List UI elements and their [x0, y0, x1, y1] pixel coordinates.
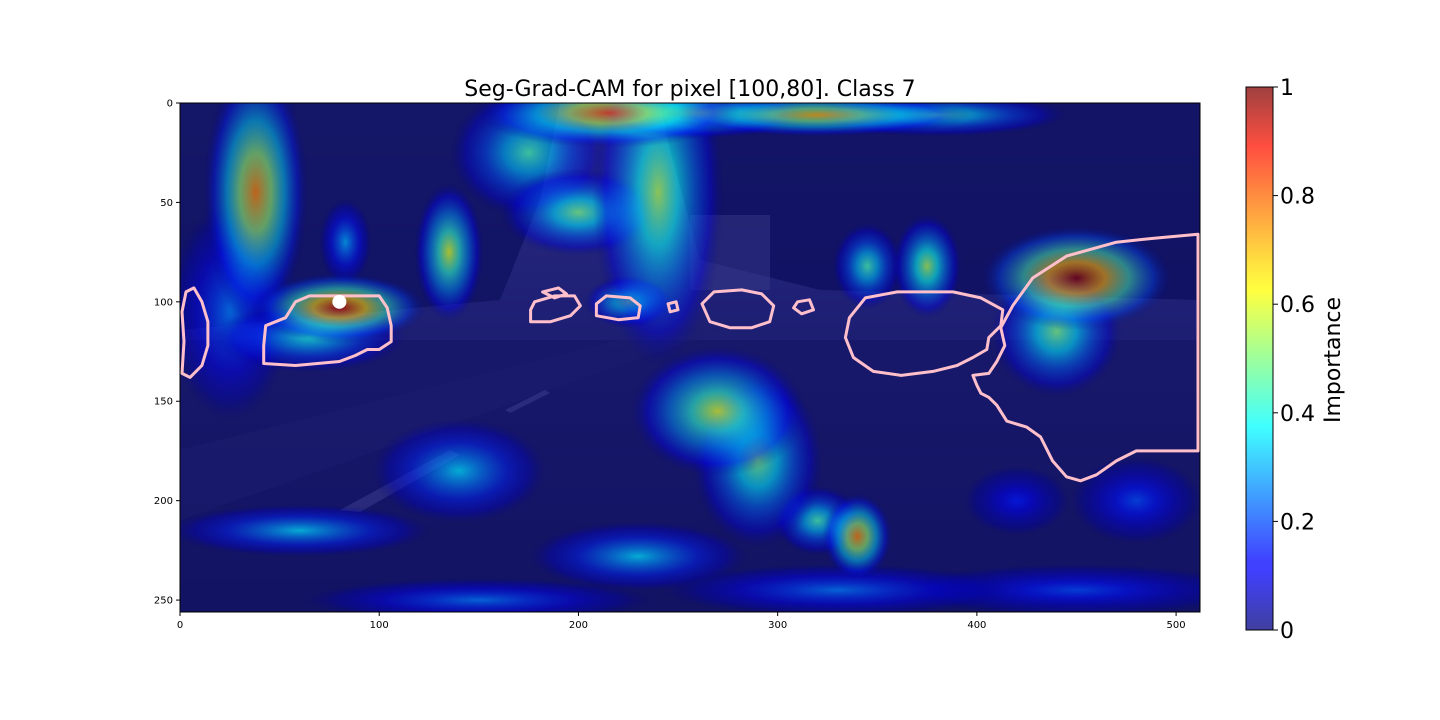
heatmap-hotspot — [892, 213, 963, 319]
importance-heatmap — [180, 103, 1200, 612]
heatmap-hotspot — [528, 521, 748, 592]
colorbar-tick-label: 0 — [1280, 619, 1294, 644]
heatmap-hotspot — [630, 345, 806, 477]
x-tick-label: 100 — [370, 620, 389, 631]
colorbar-tick-label: 0.2 — [1280, 510, 1315, 535]
segmentation-outline — [843, 290, 1005, 377]
chart-title: Seg-Grad-CAM for pixel [100,80]. Class 7 — [464, 77, 915, 102]
colorbar-tick-label: 0.6 — [1280, 293, 1315, 318]
axes-frame — [179, 102, 1201, 613]
heatmap-hotspot — [413, 182, 485, 323]
segmentation-outline — [529, 294, 582, 324]
segmentation-outline — [262, 294, 393, 367]
segmentation-outline — [700, 288, 776, 330]
segmentation-outline — [594, 294, 642, 322]
colorbar-gradient — [1246, 87, 1273, 630]
heatmap-hotspot — [832, 222, 903, 310]
heatmap-hotspot — [203, 103, 309, 324]
heatmap-hotspot — [180, 504, 431, 557]
heatmap-hotspot — [964, 465, 1070, 536]
heatmap-hotspot — [662, 563, 1013, 612]
heatmap-hotspot — [303, 578, 655, 612]
segmentation-outline — [666, 300, 680, 314]
x-tick-label: 300 — [768, 620, 787, 631]
x-axis-ticks: 0 100 200 300 400 500 — [177, 612, 1186, 631]
heatmap-hotspot — [822, 492, 893, 581]
heatmap-hotspot — [1070, 456, 1200, 545]
heatmap-axes: 0 100 200 300 400 500 0 50 100 150 200 250 — [154, 99, 1201, 631]
colorbar: 0 0.2 0.4 0.6 0.8 1 Importance — [1245, 76, 1346, 644]
heatmap-hotspot — [664, 103, 971, 137]
x-tick-label: 0 — [177, 620, 183, 631]
colorbar-frame — [1245, 86, 1274, 631]
y-tick-label: 100 — [154, 297, 173, 308]
y-tick-label: 150 — [154, 397, 173, 408]
y-tick-label: 250 — [154, 596, 173, 607]
colorbar-tick-label: 1 — [1280, 76, 1294, 101]
selected-pixel-marker — [332, 294, 347, 309]
heatmap-hotspot — [319, 198, 372, 286]
heatmap-hotspot — [371, 418, 547, 524]
x-tick-label: 200 — [569, 620, 588, 631]
segmentation-outline — [792, 298, 815, 316]
x-tick-label: 400 — [967, 620, 986, 631]
y-tick-label: 50 — [160, 198, 173, 209]
class-segmentation-outlines — [180, 232, 1200, 483]
colorbar-tick-label: 0.4 — [1280, 402, 1315, 427]
colorbar-tick-label: 0.8 — [1280, 185, 1315, 210]
colorbar-ticks: 0 0.2 0.4 0.6 0.8 1 — [1273, 76, 1315, 644]
y-tick-label: 200 — [154, 496, 173, 507]
segmentation-outline — [971, 232, 1200, 483]
segmentation-outline — [541, 286, 568, 300]
heatmap-hotspot — [592, 103, 724, 368]
x-tick-label: 500 — [1167, 620, 1186, 631]
heatmap-hotspot — [980, 225, 1173, 331]
segmentation-outline — [180, 286, 210, 379]
colorbar-label: Importance — [1321, 297, 1346, 423]
y-axis-ticks: 0 50 100 150 200 250 — [154, 99, 180, 607]
y-tick-label: 0 — [167, 99, 173, 110]
heatmap-hotspot — [476, 103, 740, 148]
